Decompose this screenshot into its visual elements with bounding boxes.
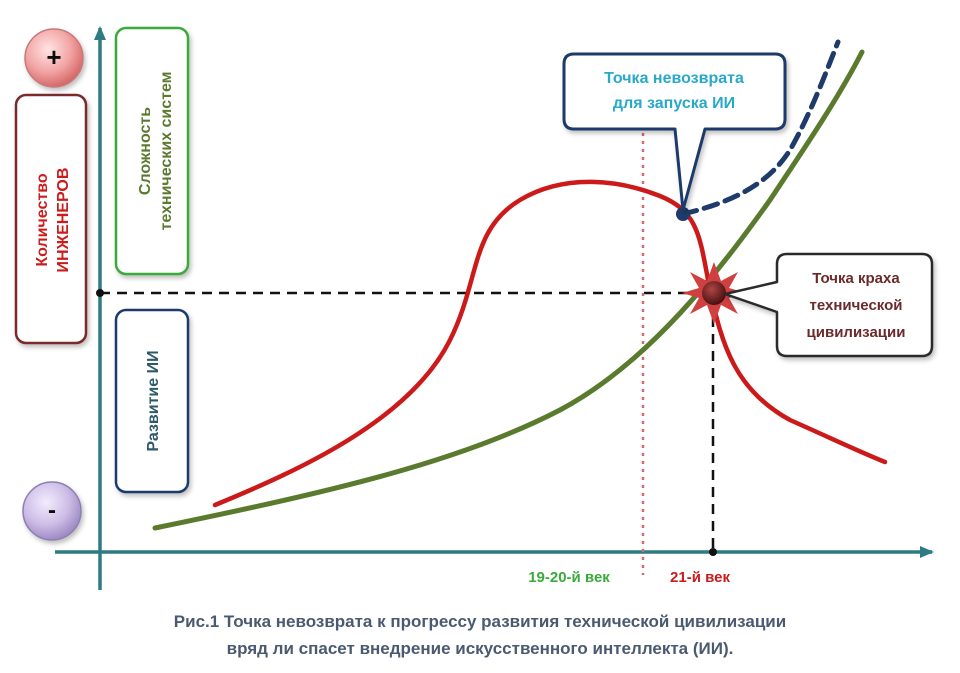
x-tick-19-20-century: 19-20-й век [528,569,610,586]
collapse-callout [723,252,934,358]
collapse-callout-line1: Точка краха [812,270,900,287]
complexity-label-box: Сложность технических систем [114,26,190,276]
ai-curve [680,39,841,217]
no-return-callout-line2: для запуска ИИ [613,95,735,112]
collapse-callout-line2: технической [809,297,902,314]
century-21-marker [709,548,717,556]
ai-development-label-box: Развитие ИИ [114,308,190,494]
no-return-point-marker [676,207,690,221]
plus-label: + [46,42,61,72]
complexity-curve [152,49,865,531]
minus-button[interactable]: - [22,481,82,541]
ai-development-label: Развитие ИИ [145,350,162,451]
caption-line1: Рис.1 Точка невозврата к прогрессу разви… [173,612,787,631]
no-return-callout [562,52,787,212]
plus-button[interactable]: + [24,28,84,88]
caption-line2: вряд ли спасет внедрение искусственного … [226,639,734,658]
no-return-callout-line1: Точка невозврата [604,70,744,87]
crash-point-marker [682,262,746,324]
collapse-callout-line3: цивилизации [807,324,906,341]
complexity-label-line2: технических систем [158,72,175,231]
engineers-label-box: Количество ИНЖЕНЕРОВ [14,93,88,345]
minus-label: - [48,497,56,524]
engineers-label-line2: ИНЖЕНЕРОВ [55,168,72,273]
engineers-curve [212,179,888,508]
figure-caption: Рис.1 Точка невозврата к прогрессу разви… [0,608,960,662]
complexity-label-line1: Сложность [137,107,154,195]
x-tick-21-century: 21-й век [670,569,730,586]
engineers-label-line1: Количество [34,173,51,266]
